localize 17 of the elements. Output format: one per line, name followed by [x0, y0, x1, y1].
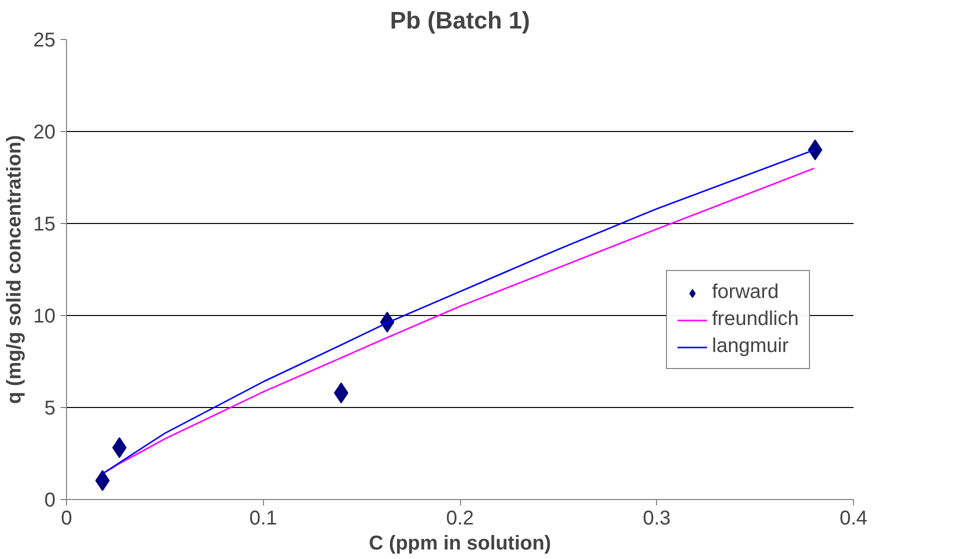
y-tick-label: 0 — [44, 490, 56, 512]
y-tick-label: 15 — [33, 214, 56, 236]
x-tick-label: 0.1 — [249, 508, 278, 530]
y-tick-label: 20 — [33, 122, 56, 144]
x-tick-label: 0.4 — [840, 508, 868, 530]
chart-title: Pb (Batch 1) — [390, 8, 530, 34]
x-axis-title: C (ppm in solution) — [368, 532, 552, 554]
y-tick-label: 25 — [33, 30, 56, 52]
y-tick-label: 10 — [33, 306, 56, 328]
legend-label: forward — [712, 281, 779, 304]
legend-label: freundlich — [712, 308, 799, 331]
y-tick-label: 5 — [44, 398, 56, 420]
y-axis-title: q (mg/g solid concentration) — [3, 135, 26, 404]
x-tick-label: 0 — [60, 508, 72, 530]
legend-label: langmuir — [712, 335, 789, 358]
x-tick-label: 0.3 — [642, 508, 671, 530]
x-tick-label: 0.2 — [446, 508, 474, 530]
